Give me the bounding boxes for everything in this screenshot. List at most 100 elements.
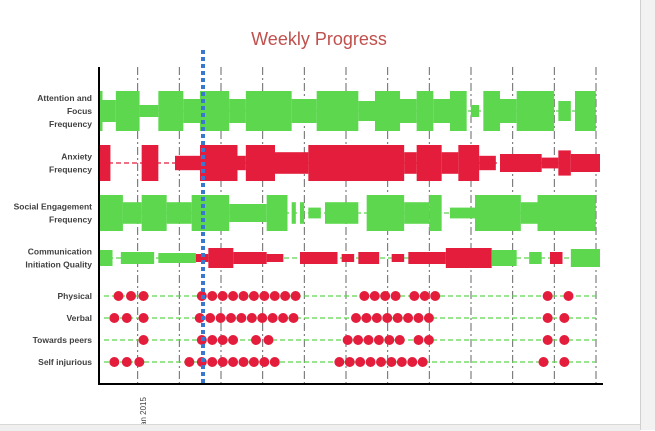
band-row-label: Anxiety (61, 152, 92, 162)
band-segment (266, 254, 284, 262)
event-dot (263, 335, 274, 345)
event-dot (392, 313, 403, 323)
event-dot (355, 357, 366, 367)
event-dot (382, 313, 393, 323)
event-dot (430, 291, 441, 301)
event-dot (386, 357, 397, 367)
band-segment (183, 99, 200, 123)
band-row-label: Frequency (49, 119, 92, 129)
band-segment (316, 91, 359, 131)
band-segment (175, 155, 200, 171)
band-segment (541, 157, 559, 169)
event-dot (384, 335, 395, 345)
event-dot (419, 291, 430, 301)
band-segment (433, 99, 450, 123)
event-dot (359, 291, 370, 301)
band-segment (100, 250, 113, 266)
event-dot (248, 357, 259, 367)
band-segment (158, 91, 184, 131)
band-segment (275, 152, 309, 174)
band-segment (266, 195, 288, 231)
band-segment (166, 202, 192, 224)
band-segment (479, 155, 496, 171)
event-dot (138, 335, 149, 345)
band-segment (341, 254, 355, 262)
band-row-label: Frequency (49, 165, 92, 175)
band-row-label: Attention and (37, 93, 92, 103)
band-segment (191, 195, 230, 231)
band-segment (358, 252, 380, 264)
event-dot (396, 357, 407, 367)
event-dot (207, 291, 218, 301)
event-dot (269, 291, 280, 301)
band-segment (441, 152, 459, 174)
band-segment (200, 91, 230, 131)
band-segment (404, 202, 430, 224)
event-dot (109, 313, 120, 323)
event-dot (138, 291, 149, 301)
window-bottom-edge (0, 424, 640, 431)
event-dot (390, 291, 401, 301)
event-dot (207, 357, 218, 367)
event-dot (371, 313, 382, 323)
dot-row-label: Towards peers (33, 335, 93, 345)
event-dot (207, 335, 218, 345)
event-dot (121, 357, 132, 367)
band-segment (529, 252, 542, 264)
band-segment (408, 252, 446, 264)
weekly-progress-chart: Weekly Progress Attention and Focus Freque… (14, 29, 603, 430)
band-row-label: Communication (28, 247, 92, 257)
band-segment (366, 195, 405, 231)
event-dot (423, 313, 434, 323)
event-dot (257, 313, 268, 323)
event-dot (259, 291, 270, 301)
event-dot (365, 357, 376, 367)
band-segment (229, 99, 246, 123)
band-segment (122, 202, 142, 224)
event-dot (409, 291, 420, 301)
event-dot (361, 313, 372, 323)
band-segment (537, 195, 575, 231)
event-dot (238, 357, 249, 367)
event-dot (217, 357, 228, 367)
dot-row-label: Verbal (66, 313, 92, 323)
band-segment (100, 195, 123, 231)
event-dot (228, 335, 239, 345)
band-segment (308, 207, 321, 219)
band-segment (500, 99, 517, 123)
band-segment (475, 195, 521, 231)
event-dot (267, 313, 278, 323)
band-segment (291, 202, 296, 224)
band-segment (450, 207, 475, 219)
event-dot (251, 335, 261, 345)
event-dot (215, 313, 226, 323)
event-dot (238, 291, 249, 301)
band-segment (458, 145, 480, 181)
band-segment (550, 252, 563, 264)
band-segment (445, 248, 492, 268)
band-row-label: Social Engagement (14, 202, 93, 212)
event-dot (334, 357, 345, 367)
event-dot (217, 335, 228, 345)
event-dot (563, 291, 574, 301)
event-dot (407, 357, 418, 367)
event-dot (288, 313, 299, 323)
event-dot (413, 335, 424, 345)
event-dot (417, 357, 428, 367)
band-row-label: Initiation Quality (25, 260, 92, 270)
event-dot (542, 291, 553, 301)
event-dot (538, 357, 549, 367)
band-segment (245, 145, 275, 181)
event-dot (228, 291, 239, 301)
band-segment (558, 150, 571, 176)
event-dot (559, 357, 570, 367)
band-segment (500, 154, 542, 172)
band-segment (102, 100, 116, 122)
event-dot (184, 357, 195, 367)
event-dot (205, 313, 216, 323)
event-dot (217, 291, 228, 301)
dot-rows (104, 291, 596, 367)
band-segment (233, 252, 267, 264)
event-dot (403, 313, 414, 323)
